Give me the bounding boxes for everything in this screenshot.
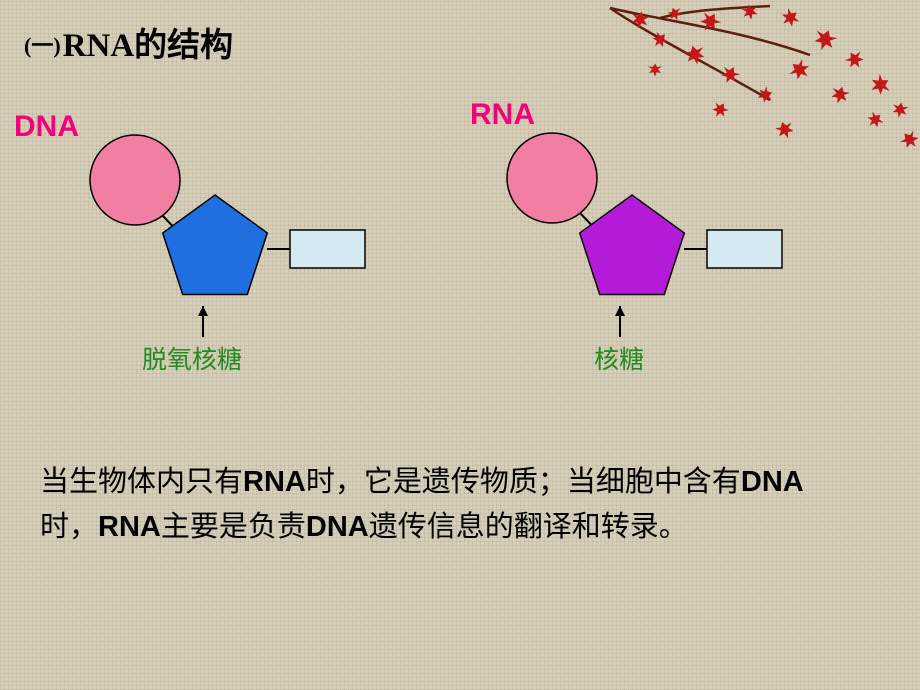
nucleotide-diagram	[0, 0, 920, 400]
dna-pentagon	[163, 195, 268, 295]
dna-sugar-label: 脱氧核糖	[142, 340, 242, 376]
rna-rect	[707, 230, 782, 268]
rna-circle	[507, 133, 597, 223]
description-paragraph: 当生物体内只有RNA时，它是遗传物质；当细胞中含有DNA时，RNA主要是负责DN…	[40, 460, 840, 550]
dna-arrow-head	[198, 306, 208, 316]
rna-arrow-head	[615, 306, 625, 316]
rna-sugar-label: 核糖	[594, 340, 644, 376]
dna-circle	[90, 135, 180, 225]
dna-rect	[290, 230, 365, 268]
rna-pentagon	[580, 195, 685, 295]
